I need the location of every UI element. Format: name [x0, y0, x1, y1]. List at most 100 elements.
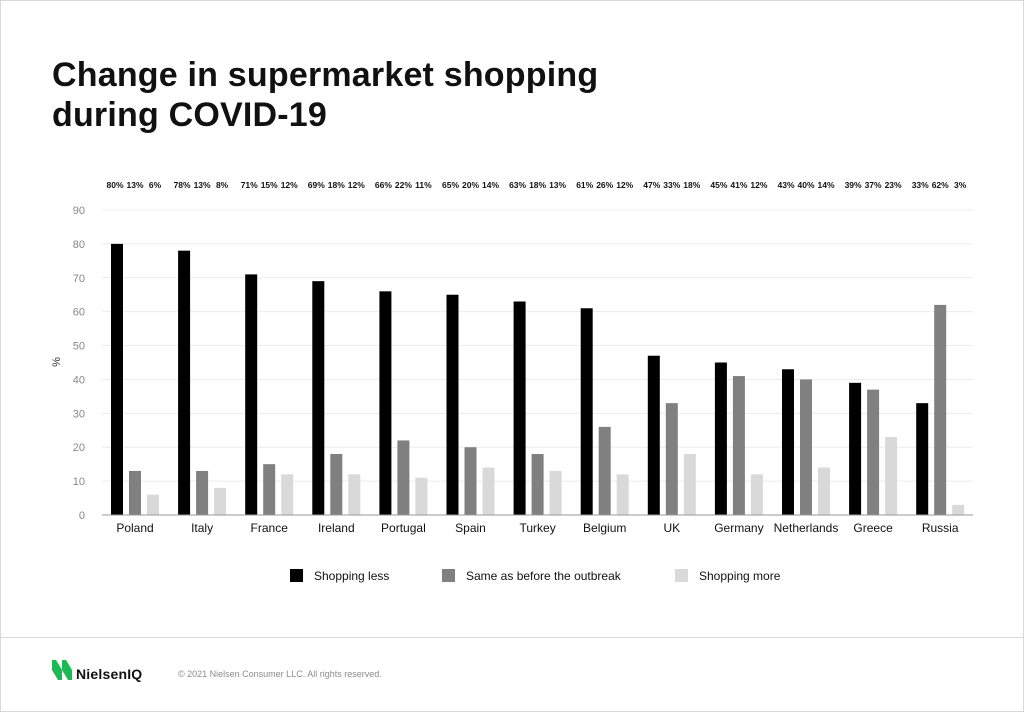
- data-label: 41%: [730, 180, 747, 190]
- bar-germany-1: [714, 362, 727, 515]
- bar-russia-1: [916, 403, 929, 515]
- bar-poland-2: [129, 470, 141, 515]
- bar-portugal-3: [415, 477, 428, 515]
- bar-turkey-1: [513, 301, 526, 515]
- data-label: 47%: [643, 180, 660, 190]
- data-label: 13%: [549, 180, 566, 190]
- bar-greece-1: [849, 382, 862, 515]
- legend-swatch-2: [442, 569, 455, 582]
- bar-italy-2: [196, 470, 209, 515]
- x-tick-label: France: [251, 521, 289, 535]
- data-label: 33%: [663, 180, 680, 190]
- bar-spain-1: [446, 294, 459, 515]
- legend-swatch-3: [675, 569, 688, 582]
- x-tick-label: Portugal: [381, 521, 426, 535]
- data-label: 12%: [616, 180, 633, 190]
- legend-label-1: Shopping less: [314, 569, 389, 583]
- bar-ireland-3: [348, 474, 361, 515]
- copyright-text: © 2021 Nielsen Consumer LLC. All rights …: [178, 669, 382, 679]
- data-label: 65%: [442, 180, 459, 190]
- nielseniq-logo-icon: [52, 660, 72, 680]
- data-label: 15%: [261, 180, 278, 190]
- data-label: 3%: [954, 180, 967, 190]
- bar-france-3: [281, 474, 294, 515]
- bar-france-1: [245, 274, 258, 515]
- y-tick-label: 10: [73, 476, 85, 488]
- x-tick-label: Ireland: [318, 521, 355, 535]
- data-label: 11%: [415, 180, 432, 190]
- bar-netherlands-2: [800, 379, 812, 515]
- bar-ireland-2: [330, 454, 343, 515]
- bar-turkey-3: [549, 470, 562, 515]
- data-label: 43%: [777, 180, 794, 190]
- data-label: 40%: [797, 180, 814, 190]
- data-label: 80%: [106, 180, 123, 190]
- x-tick-label: Italy: [191, 521, 213, 535]
- data-label: 62%: [932, 180, 949, 190]
- x-tick-label: Greece: [853, 521, 893, 535]
- y-tick-label: 20: [73, 442, 85, 454]
- bar-germany-2: [732, 376, 745, 515]
- y-tick-label: 80: [73, 239, 85, 251]
- data-label: 8%: [216, 180, 229, 190]
- bar-poland-3: [147, 494, 159, 515]
- y-tick-label: 50: [73, 341, 85, 353]
- data-label: 66%: [375, 180, 392, 190]
- data-label: 12%: [348, 180, 365, 190]
- data-label: 39%: [845, 180, 862, 190]
- footer-divider: [0, 637, 1024, 638]
- legend-swatch-1: [290, 569, 303, 582]
- bar-france-2: [263, 464, 276, 515]
- data-label: 13%: [126, 180, 143, 190]
- bar-russia-3: [952, 504, 965, 515]
- bar-netherlands-3: [818, 467, 830, 515]
- y-tick-label: 90: [73, 205, 85, 217]
- bar-russia-2: [934, 304, 947, 515]
- data-label: 23%: [885, 180, 902, 190]
- y-tick-label: 30: [73, 408, 85, 420]
- bar-uk-1: [647, 355, 660, 515]
- data-label: 12%: [750, 180, 767, 190]
- data-label: 12%: [281, 180, 298, 190]
- bar-turkey-2: [531, 454, 544, 515]
- data-label: 18%: [529, 180, 546, 190]
- data-label: 26%: [596, 180, 613, 190]
- bar-ireland-1: [312, 281, 325, 515]
- bar-portugal-2: [397, 440, 410, 515]
- data-label: 33%: [912, 180, 929, 190]
- x-tick-label: Turkey: [519, 521, 555, 535]
- bar-belgium-3: [616, 474, 629, 515]
- data-label: 14%: [482, 180, 499, 190]
- bar-spain-2: [464, 447, 477, 515]
- data-label: 18%: [328, 180, 345, 190]
- data-label: 14%: [817, 180, 834, 190]
- bar-italy-3: [214, 487, 227, 515]
- y-tick-label: 70: [73, 273, 85, 285]
- x-tick-label: Netherlands: [774, 521, 839, 535]
- bar-germany-3: [750, 474, 763, 515]
- bar-netherlands-1: [782, 369, 794, 515]
- bar-uk-2: [665, 403, 678, 515]
- data-label: 20%: [462, 180, 479, 190]
- bar-uk-3: [683, 454, 696, 515]
- bar-greece-3: [885, 437, 898, 515]
- x-tick-label: Poland: [116, 521, 153, 535]
- bar-greece-2: [867, 389, 880, 515]
- x-tick-label: Russia: [922, 521, 959, 535]
- chart-title-line-2: during COVID-19: [52, 96, 328, 134]
- y-tick-label: 60: [73, 307, 85, 319]
- brand-name: NielsenIQ: [76, 666, 143, 682]
- data-label: 61%: [576, 180, 593, 190]
- bar-belgium-1: [580, 308, 593, 515]
- bar-belgium-2: [598, 426, 611, 515]
- x-tick-label: Belgium: [583, 521, 626, 535]
- bar-spain-3: [482, 467, 495, 515]
- data-label: 18%: [683, 180, 700, 190]
- data-label: 13%: [194, 180, 211, 190]
- chart-title: Change in supermarket shopping during CO…: [52, 55, 752, 135]
- bar-portugal-1: [379, 291, 392, 515]
- data-label: 22%: [395, 180, 412, 190]
- x-tick-label: UK: [663, 521, 680, 535]
- data-label: 63%: [509, 180, 526, 190]
